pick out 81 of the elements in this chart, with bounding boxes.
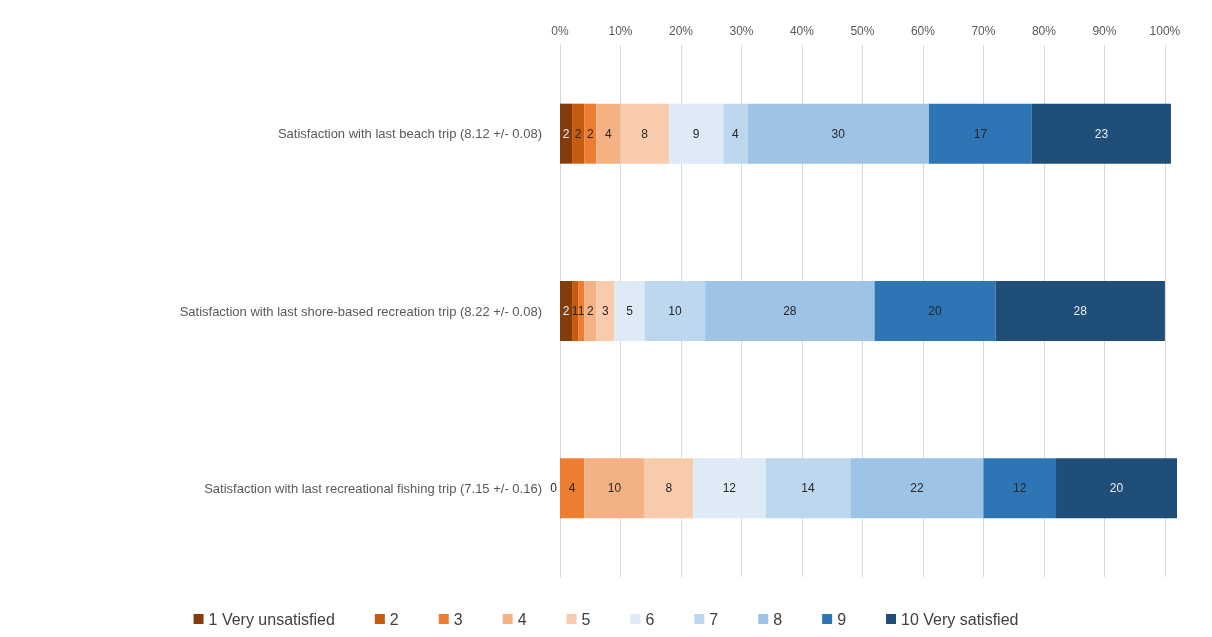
data-label: 30	[831, 126, 846, 141]
bar	[560, 103, 573, 164]
data-label: 20	[1109, 481, 1124, 496]
bar	[983, 458, 1057, 519]
x-tick-label: 50%	[850, 24, 875, 38]
data-label: 5	[626, 304, 634, 318]
data-label: 2	[586, 304, 594, 318]
data-label: 23	[1094, 126, 1109, 141]
bar	[596, 103, 621, 164]
bar	[572, 281, 579, 341]
legend-label: 2	[389, 610, 399, 628]
legend-label: 5	[581, 610, 591, 628]
bar	[560, 281, 573, 341]
bar	[928, 103, 1032, 164]
data-label: 10	[607, 481, 622, 496]
bar	[668, 103, 724, 164]
x-tick-label: 40%	[789, 24, 815, 38]
bar	[614, 281, 645, 341]
bar	[644, 458, 694, 519]
bar	[765, 458, 851, 519]
bar	[572, 103, 585, 164]
data-label: 8	[665, 481, 673, 496]
bar	[584, 103, 597, 164]
data-label: 4	[605, 126, 613, 141]
data-label: 17	[973, 126, 988, 141]
data-label: 0	[550, 481, 558, 496]
bar	[723, 103, 748, 164]
legend-label: 10 Very satisfied	[901, 610, 1019, 628]
data-label: 2	[562, 304, 570, 318]
legend-label: 8	[773, 610, 783, 628]
bar	[850, 458, 984, 519]
bar	[584, 458, 645, 519]
x-tick-label: 80%	[1031, 24, 1057, 38]
data-label: 28	[1073, 304, 1088, 318]
bar	[874, 281, 996, 341]
bar	[1031, 103, 1171, 164]
y-tick-label: Satisfaction with last beach trip (8.12 +/- 0.08)	[277, 126, 542, 142]
data-label: 4	[732, 126, 740, 141]
legend-label: 6	[645, 610, 655, 628]
x-tick-label: 20%	[668, 24, 694, 38]
data-label: 1	[577, 304, 585, 318]
legend-label: 7	[709, 610, 719, 628]
data-label: 12	[722, 481, 737, 496]
y-tick-label: Satisfaction with last shore-based recreation trip (8.22 +/- 0.08)	[179, 303, 542, 319]
data-label: 22	[910, 481, 924, 496]
data-label: 8	[641, 126, 649, 141]
bar	[747, 103, 929, 164]
data-label: 3	[602, 304, 610, 318]
data-label: 28	[783, 304, 797, 318]
data-label: 2	[562, 126, 570, 141]
data-label: 14	[801, 481, 815, 496]
data-label: 10	[668, 304, 682, 318]
bar	[1056, 458, 1177, 519]
bar	[693, 458, 766, 519]
bar	[596, 281, 615, 341]
bar	[560, 458, 585, 519]
legend-label: 9	[837, 610, 847, 628]
data-label: 2	[574, 126, 582, 141]
x-tick-label: 70%	[971, 24, 996, 38]
bar	[620, 103, 669, 164]
data-label: 1	[571, 304, 579, 318]
bar	[644, 281, 706, 341]
legend-label: 1 Very unsatisfied	[208, 610, 335, 628]
x-tick-label: 90%	[1092, 24, 1117, 38]
x-tick-label: 10%	[608, 24, 633, 38]
data-label: 2	[586, 126, 594, 141]
x-tick-label: 60%	[910, 24, 936, 38]
bar	[584, 281, 597, 341]
bar	[578, 281, 585, 341]
data-label: 20	[928, 304, 943, 318]
data-label: 12	[1013, 481, 1027, 496]
data-label: 9	[692, 126, 700, 141]
legend-label: 4	[517, 610, 527, 628]
legend-label: 3	[453, 610, 463, 628]
bar	[705, 281, 875, 341]
x-tick-label: 30%	[729, 24, 754, 38]
bar	[995, 281, 1165, 341]
y-tick-label: Satisfaction with last recreational fishing trip (7.15 +/- 0.16)	[204, 480, 542, 496]
data-label: 4	[568, 481, 576, 496]
x-tick-label: 100%	[1149, 24, 1181, 38]
x-tick-label: 0%	[551, 24, 569, 38]
